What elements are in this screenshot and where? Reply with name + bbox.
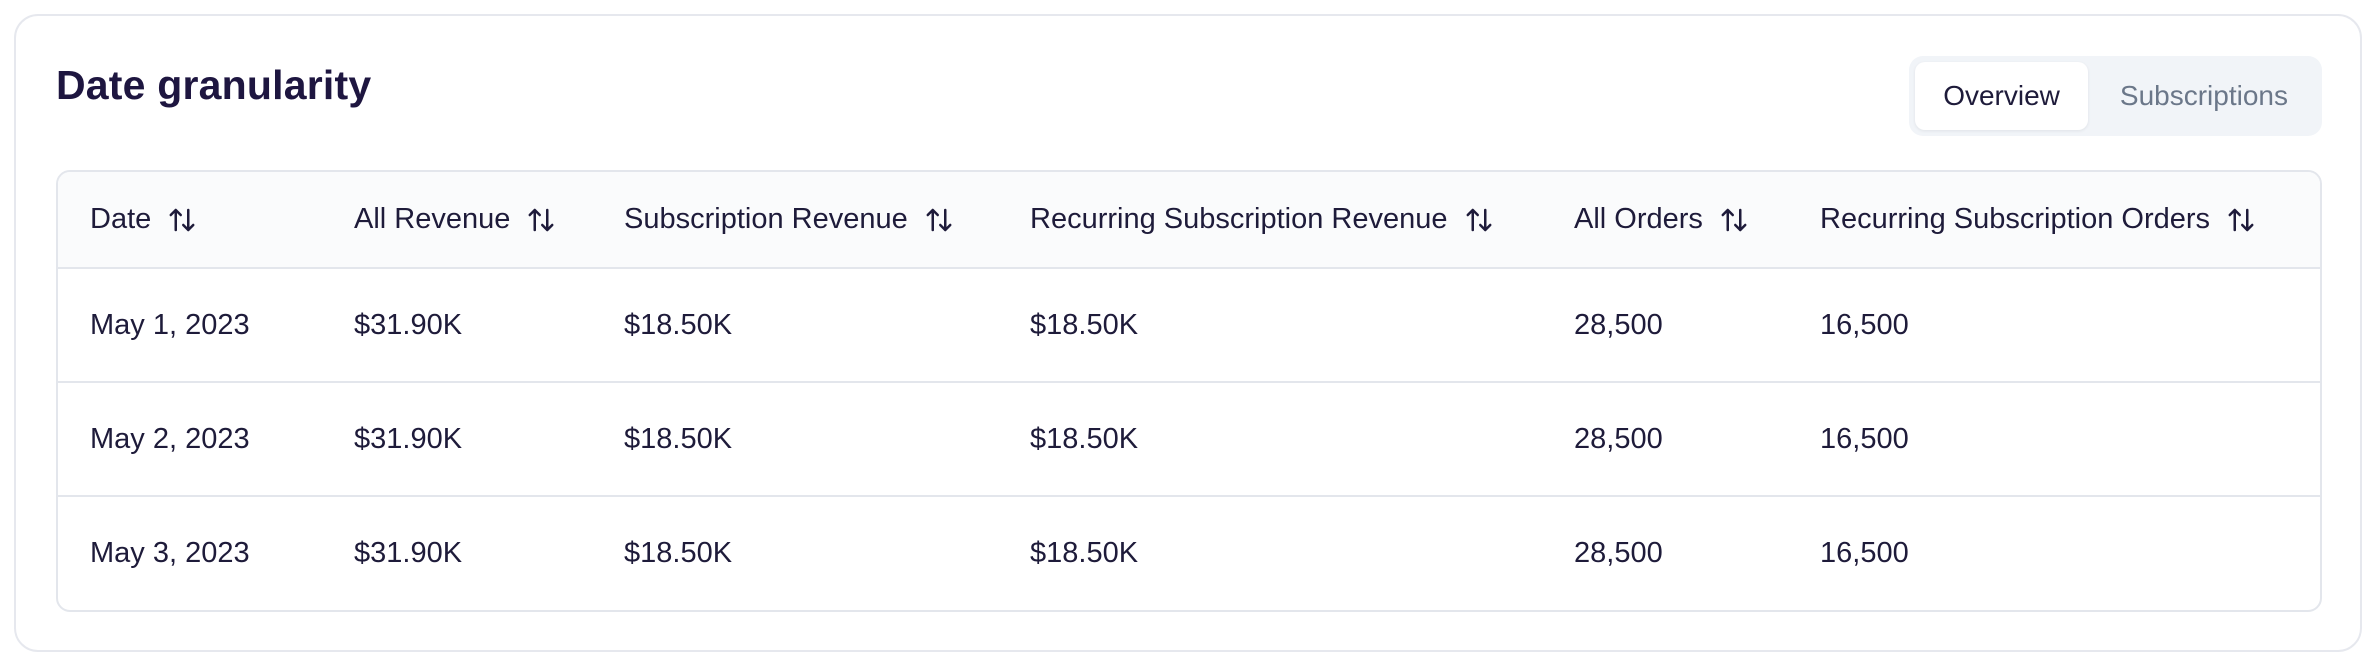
cell-recurring-subscription-revenue: $18.50K	[998, 381, 1542, 496]
cell-all-revenue: $31.90K	[322, 381, 592, 496]
cell-all-revenue: $31.90K	[354, 308, 463, 341]
column-header-label: All Orders	[1574, 203, 1703, 235]
cell-all-orders: 28,500	[1542, 495, 1788, 610]
table-row: May 2, 2023 $31.90K $18.50K $18.50K 28,5…	[58, 381, 2320, 496]
sort-arrows-icon[interactable]	[167, 205, 197, 235]
cell-all-revenue: $31.90K	[322, 495, 592, 610]
column-header-recurring-subscription-orders[interactable]: Recurring Subscription Orders	[1788, 172, 2320, 269]
cell-all-orders: 28,500	[1574, 308, 1663, 341]
tab-subscriptions[interactable]: Subscriptions	[2119, 80, 2288, 111]
table-row: May 3, 2023 $31.90K $18.50K $18.50K 28,5…	[58, 495, 2320, 610]
sort-arrows-icon[interactable]	[1719, 205, 1749, 235]
column-header-subscription-revenue[interactable]: Subscription Revenue	[592, 172, 998, 269]
table-row: May 1, 2023 $31.90K $18.50K $18.50K 28,5…	[58, 268, 2320, 382]
cell-subscription-revenue: $18.50K	[592, 381, 998, 496]
column-header-label: All Revenue	[354, 203, 511, 235]
sort-arrows-icon[interactable]	[924, 205, 954, 235]
table-header-row: Date All Revenue Subscription Revenue	[58, 172, 2320, 269]
data-table: Date All Revenue Subscription Revenue	[56, 170, 2322, 612]
cell-date: May 1, 2023	[90, 308, 250, 341]
column-header-all-revenue[interactable]: All Revenue	[322, 172, 592, 269]
cell-recurring-subscription-orders: 16,500	[1788, 495, 2320, 610]
date-granularity-card: Date granularity Overview Subscriptions …	[14, 14, 2362, 652]
cell-recurring-subscription-orders: 16,500	[1788, 381, 2320, 496]
cell-all-orders: 28,500	[1542, 381, 1788, 496]
column-header-date[interactable]: Date	[58, 172, 322, 269]
column-header-label: Recurring Subscription Revenue	[1030, 203, 1448, 235]
column-header-label: Subscription Revenue	[624, 203, 908, 235]
tab-overview[interactable]: Overview	[1915, 62, 2088, 130]
sort-arrows-icon[interactable]	[526, 205, 556, 235]
column-header-label: Recurring Subscription Orders	[1820, 203, 2211, 235]
cell-date: May 2, 2023	[58, 381, 322, 496]
card-title: Date granularity	[56, 62, 372, 108]
cell-recurring-subscription-revenue: $18.50K	[1030, 308, 1139, 341]
column-header-recurring-subscription-revenue[interactable]: Recurring Subscription Revenue	[998, 172, 1542, 269]
sort-arrows-icon[interactable]	[1464, 205, 1494, 235]
cell-date: May 3, 2023	[58, 495, 322, 610]
view-toggle: Overview Subscriptions	[1909, 56, 2322, 136]
sort-arrows-icon[interactable]	[2226, 205, 2256, 235]
column-header-all-orders[interactable]: All Orders	[1542, 172, 1788, 269]
column-header-label: Date	[90, 203, 152, 235]
cell-subscription-revenue: $18.50K	[624, 308, 733, 341]
cell-subscription-revenue: $18.50K	[592, 495, 998, 610]
cell-recurring-subscription-revenue: $18.50K	[998, 495, 1542, 610]
cell-recurring-subscription-orders: 16,500	[1820, 308, 1909, 341]
